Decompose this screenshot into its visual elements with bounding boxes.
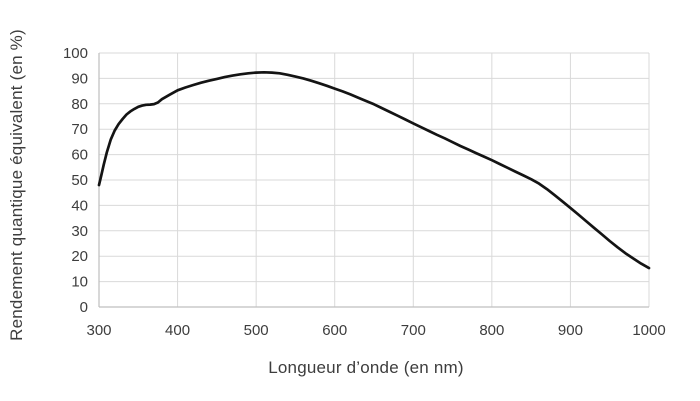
- x-tick-label: 600: [322, 322, 347, 339]
- y-tick-label: 0: [80, 299, 88, 316]
- y-tick-label: 40: [71, 197, 88, 214]
- x-tick-label: 500: [244, 322, 269, 339]
- x-tick-label: 800: [479, 322, 504, 339]
- x-axis-title: Longueur d’onde (en nm): [268, 358, 464, 377]
- y-tick-label: 30: [71, 223, 88, 240]
- y-tick-label: 50: [71, 172, 88, 189]
- x-tick-label: 1000: [632, 322, 665, 339]
- x-tick-label: 400: [165, 322, 190, 339]
- y-tick-label: 80: [71, 96, 88, 113]
- qe-curve: [97, 70, 651, 270]
- x-tick-label: 300: [86, 322, 111, 339]
- y-tick-label: 20: [71, 248, 88, 265]
- x-tick-label: 700: [401, 322, 426, 339]
- y-tick-label: 70: [71, 121, 88, 138]
- y-tick-label: 100: [63, 45, 88, 62]
- y-tick-label: 90: [71, 70, 88, 87]
- y-tick-label: 60: [71, 147, 88, 164]
- x-tick-label: 900: [558, 322, 583, 339]
- y-tick-label: 10: [71, 274, 88, 291]
- y-axis-title: Rendement quantique équivalent (en %): [7, 29, 26, 341]
